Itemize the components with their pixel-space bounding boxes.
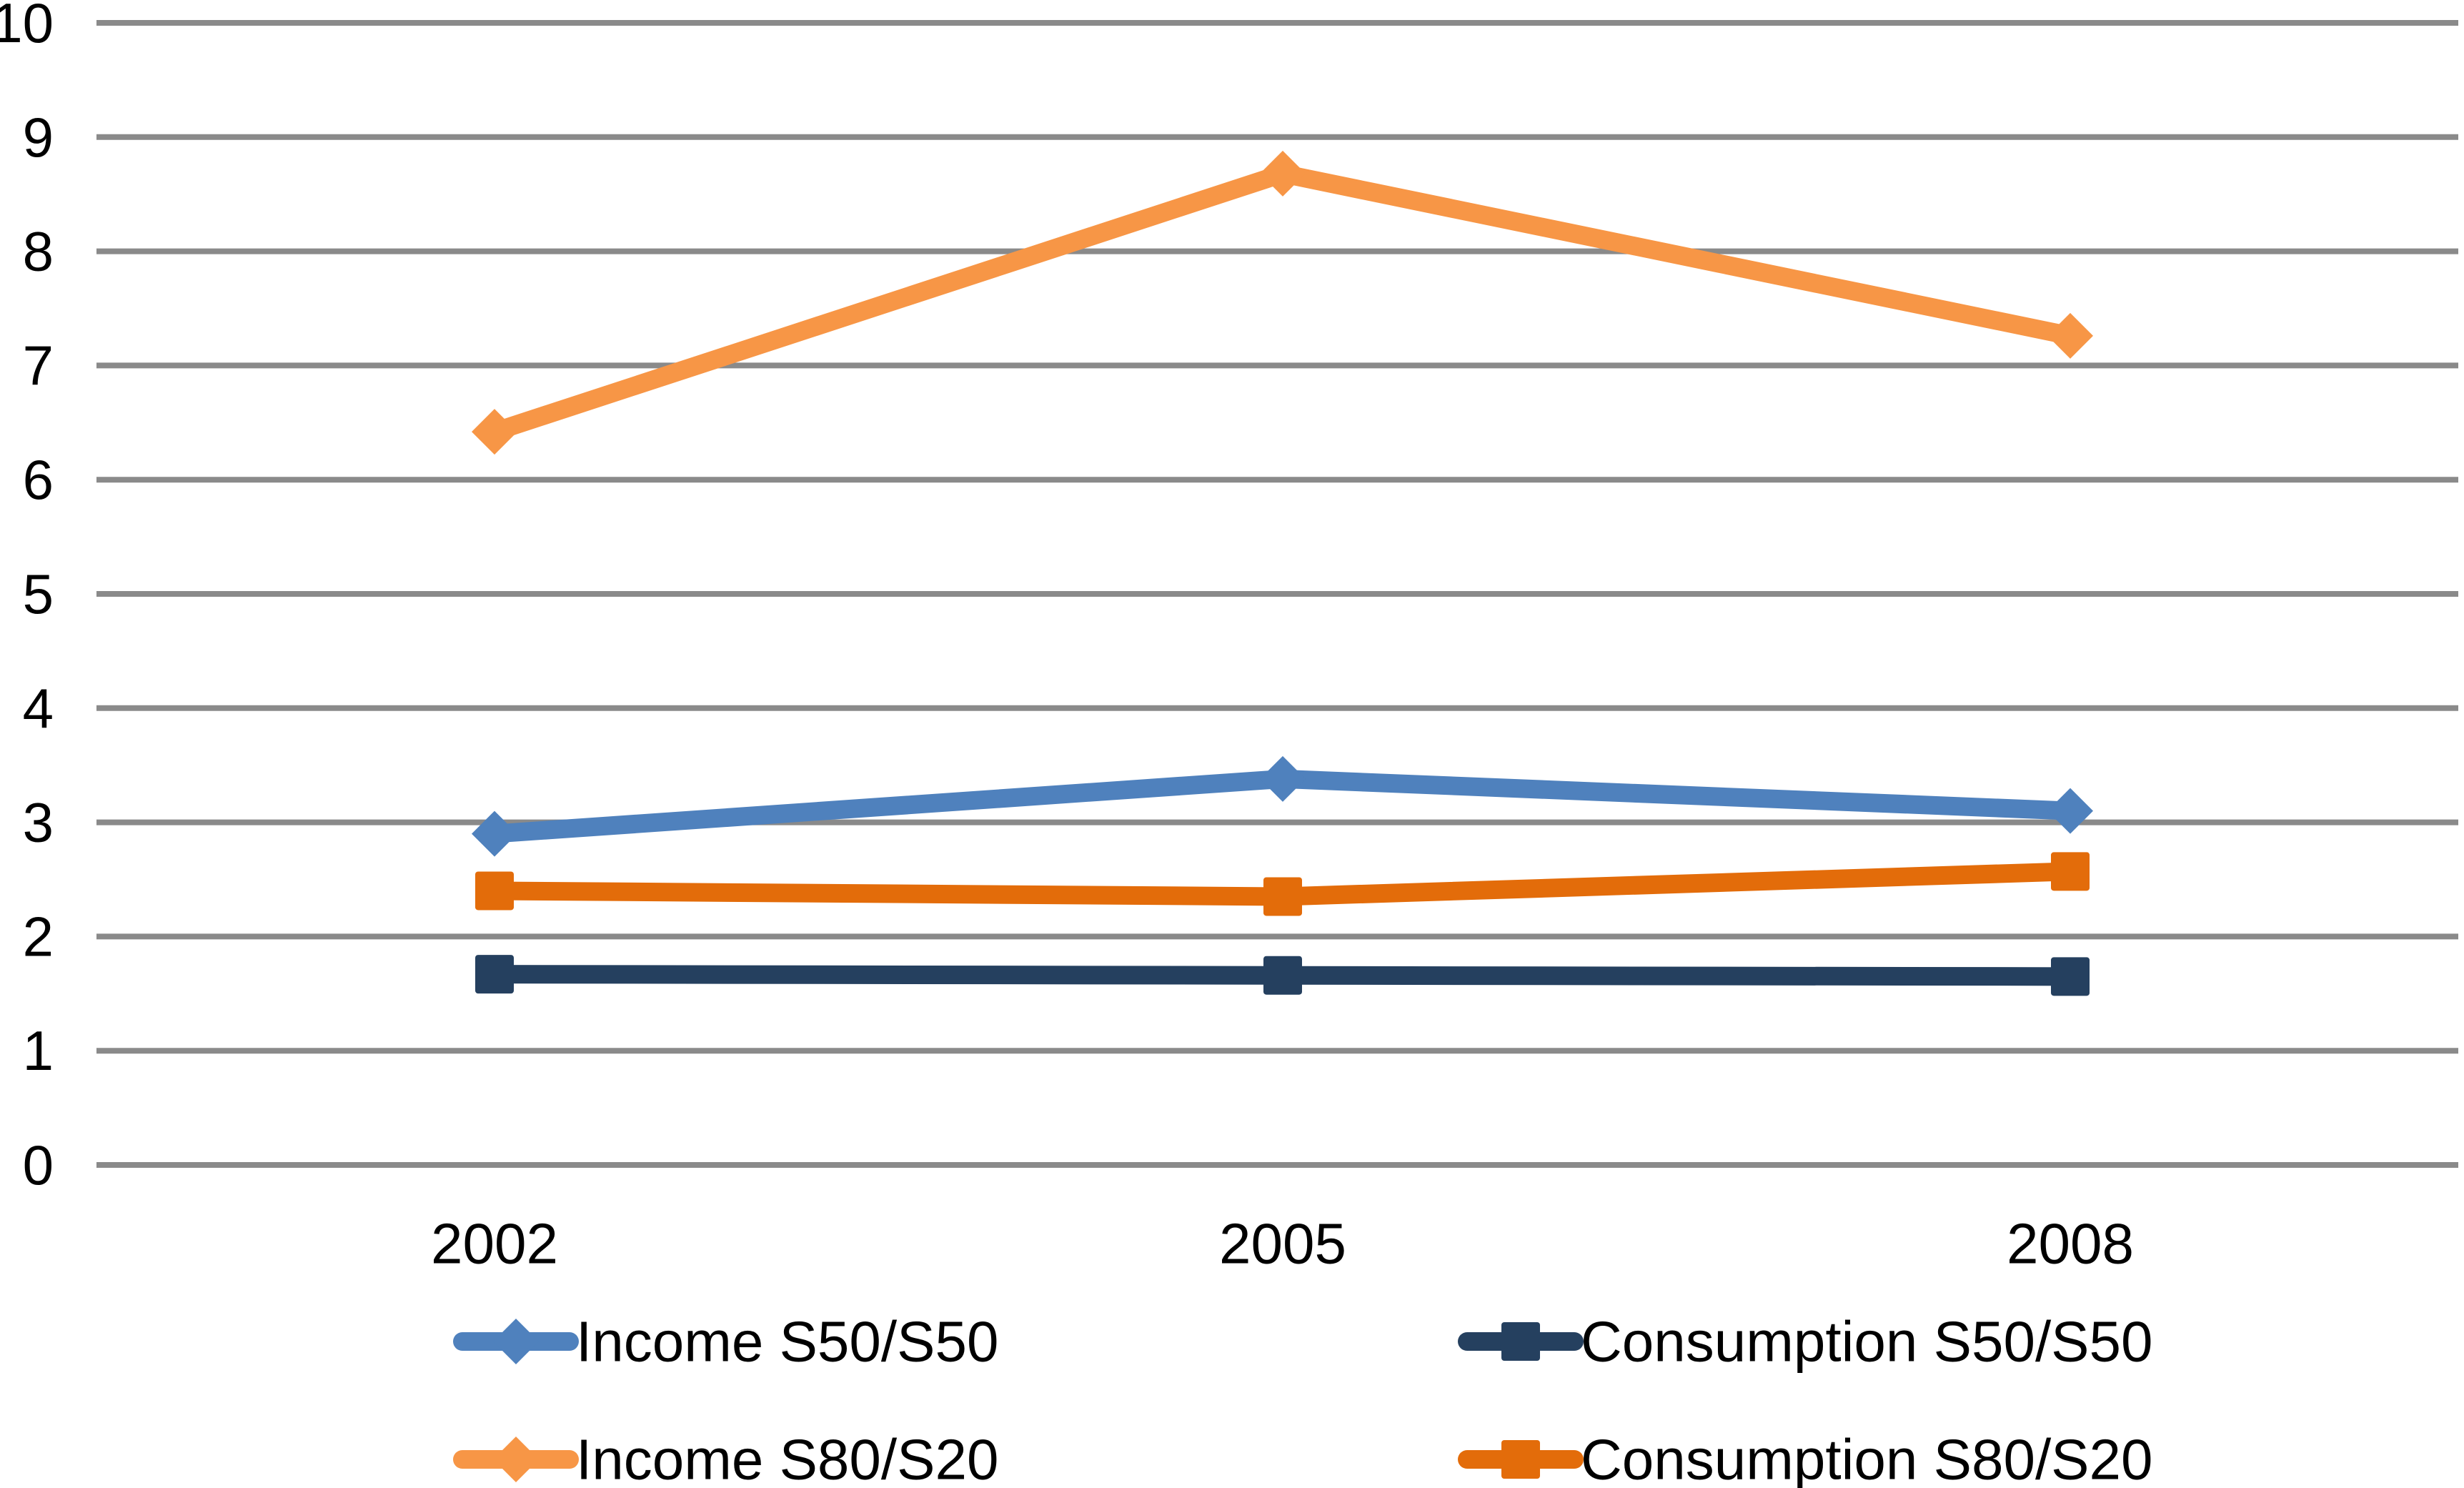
x-tick-label-2008: 2008: [2007, 1212, 2134, 1276]
y-axis-labels: 0 1 2 3 4 5 6 7 8 9 10: [0, 0, 54, 1196]
legend-item-consumption-s80-s20: Consumption S80/S20: [1458, 1428, 2153, 1488]
y-tick-label-3: 3: [23, 791, 54, 854]
y-tick-label-9: 9: [23, 106, 54, 169]
data-point-income-s80-s20-2002: [472, 409, 517, 455]
legend-diamond-icon: [493, 1319, 539, 1364]
legend-square-icon: [1501, 1322, 1540, 1361]
data-point-consumption-s80-s20-2008: [2051, 852, 2090, 891]
y-tick-label-6: 6: [23, 448, 54, 511]
y-tick-label-0: 0: [23, 1134, 54, 1196]
y-tick-label-10: 10: [0, 0, 54, 54]
y-tick-label-4: 4: [23, 677, 54, 740]
series-income-s80-s20: [472, 150, 2093, 455]
legend-item-income-s50-s50: Income S50/S50: [453, 1310, 998, 1374]
y-tick-label-1: 1: [23, 1019, 54, 1082]
legend-label-income-s80-s20: Income S80/S20: [576, 1428, 998, 1488]
data-point-consumption-s80-s20-2002: [475, 871, 514, 911]
legend-item-income-s80-s20: Income S80/S20: [453, 1428, 998, 1488]
legend-item-consumption-s50-s50: Consumption S50/S50: [1458, 1310, 2153, 1374]
data-point-consumption-s50-s50-2002: [475, 955, 514, 994]
y-tick-label-2: 2: [23, 905, 54, 968]
gridlines-group: [96, 20, 2458, 1168]
legend-square-icon: [1501, 1440, 1540, 1479]
data-point-income-s50-s50-2005: [1260, 755, 1306, 802]
series-income-s50-s50: [472, 755, 2093, 857]
series-line-income-s80-s20: [485, 164, 2080, 442]
legend-diamond-icon: [493, 1437, 539, 1482]
data-point-consumption-s80-s20-2005: [1263, 877, 1302, 916]
data-point-income-s80-s20-2005: [1260, 150, 1306, 197]
x-axis-labels: 2002 2005 2008: [431, 1212, 2134, 1276]
legend-label-consumption-s80-s20: Consumption S80/S20: [1581, 1428, 2153, 1488]
y-tick-label-8: 8: [23, 220, 54, 283]
series-group: [472, 150, 2093, 996]
x-tick-label-2005: 2005: [1219, 1212, 1346, 1276]
legend-label-consumption-s50-s50: Consumption S50/S50: [1581, 1310, 2153, 1374]
data-point-consumption-s50-s50-2008: [2051, 957, 2090, 996]
legend-label-income-s50-s50: Income S50/S50: [576, 1310, 998, 1374]
series-consumption-s50-s50: [475, 955, 2090, 996]
data-point-consumption-s50-s50-2005: [1263, 956, 1302, 995]
series-consumption-s80-s20: [475, 852, 2090, 916]
data-point-income-s80-s20-2008: [2047, 312, 2093, 359]
legend: Income S50/S50 Consumption S50/S50 Income …: [453, 1310, 2153, 1488]
data-point-income-s50-s50-2002: [472, 810, 517, 857]
x-tick-label-2002: 2002: [431, 1212, 558, 1276]
y-tick-label-5: 5: [23, 562, 54, 625]
data-point-income-s50-s50-2008: [2047, 788, 2093, 834]
y-tick-label-7: 7: [23, 334, 54, 397]
